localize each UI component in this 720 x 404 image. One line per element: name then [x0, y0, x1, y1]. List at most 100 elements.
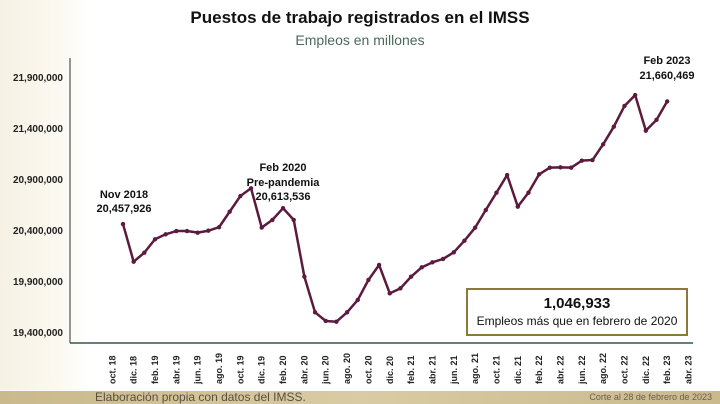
x-tick-label: feb. 19	[150, 355, 160, 384]
x-tick-label: abr. 21	[427, 355, 437, 384]
chart-title: Puestos de trabajo registrados en el IMS…	[190, 8, 530, 27]
x-tick-label: abr. 19	[171, 355, 181, 384]
data-point	[611, 124, 617, 129]
x-tick-label: dic. 18	[129, 356, 139, 384]
x-tick-label: dic. 22	[641, 356, 651, 384]
data-point	[152, 237, 158, 242]
data-point	[515, 204, 520, 209]
data-point	[451, 250, 456, 255]
data-point	[248, 186, 254, 191]
x-tick-label: ago. 20	[342, 353, 352, 384]
data-point	[472, 225, 478, 230]
data-point	[344, 310, 350, 315]
data-point	[654, 117, 659, 123]
data-point	[398, 286, 403, 291]
y-tick-label: 20,400,000	[13, 226, 63, 237]
x-tick-label: oct. 20	[363, 355, 373, 384]
data-point	[174, 228, 179, 234]
data-point	[323, 318, 328, 324]
annotation-nov-2018-label: Nov 2018	[100, 189, 148, 201]
data-point	[408, 274, 414, 279]
data-point	[216, 225, 222, 230]
x-tick-label: jun. 22	[577, 355, 587, 385]
annotation-feb-2023-label: Feb 2023	[643, 55, 690, 67]
x-tick-label: feb. 20	[278, 355, 288, 384]
x-tick-label: abr. 20	[299, 355, 309, 384]
annotation-nov-2018-value: 20,457,926	[96, 203, 151, 215]
data-point	[483, 207, 488, 213]
x-tick-label: feb. 23	[662, 355, 672, 384]
data-point	[504, 172, 510, 178]
y-tick-label: 19,400,000	[13, 328, 63, 339]
data-point	[622, 103, 627, 109]
x-tick-label: oct. 18	[107, 355, 117, 384]
data-point	[376, 262, 382, 268]
data-point	[462, 238, 467, 243]
annotation-feb-2020-label: Feb 2020	[259, 162, 306, 174]
callout-box: 1,046,933 Empleos más que en febrero de …	[466, 288, 688, 336]
annotation-feb-2020-sublabel: Pre-pandemia	[247, 177, 321, 189]
data-point	[355, 297, 360, 303]
y-tick-label: 21,400,000	[13, 124, 63, 135]
x-tick-label: dic. 21	[513, 356, 523, 384]
x-tick-label: jun. 19	[193, 355, 203, 385]
data-point	[131, 259, 136, 264]
annotation-feb-2020-value: 20,613,536	[255, 191, 310, 203]
y-tick-label: 20,900,000	[13, 175, 63, 186]
data-point	[291, 217, 296, 223]
callout-value: 1,046,933	[543, 295, 611, 312]
series-line	[121, 93, 669, 323]
data-point	[440, 256, 446, 262]
data-point	[419, 265, 424, 270]
data-point	[536, 172, 542, 177]
x-tick-label: dic. 19	[257, 356, 267, 384]
x-tick-label: oct. 22	[619, 355, 629, 384]
callout-text: Empleos más que en febrero de 2020	[476, 314, 678, 328]
data-point	[632, 92, 638, 98]
data-point	[430, 260, 435, 265]
data-point	[142, 250, 147, 255]
watermark-background	[0, 0, 90, 390]
x-tick-label: jun. 21	[449, 355, 459, 385]
y-tick-label: 19,900,000	[13, 277, 63, 288]
data-point	[163, 232, 168, 237]
data-point	[206, 228, 211, 233]
data-point	[547, 165, 552, 170]
annotation-feb-2023-value: 21,660,469	[639, 70, 694, 82]
x-tick-label: ago. 19	[214, 353, 224, 384]
data-point	[302, 274, 307, 279]
data-point	[270, 217, 275, 223]
data-point	[227, 209, 232, 214]
x-tick-label: ago. 22	[598, 353, 608, 384]
x-tick-label: oct. 19	[235, 355, 245, 384]
data-point	[643, 128, 649, 133]
data-point	[195, 230, 200, 235]
data-point	[312, 310, 318, 315]
data-point	[334, 319, 339, 324]
y-tick-label: 21,900,000	[13, 73, 63, 84]
data-point	[664, 99, 670, 104]
data-point	[120, 221, 126, 227]
source-note: Elaboración propia con datos del IMSS.	[95, 390, 306, 404]
data-point	[259, 225, 264, 230]
x-tick-label: ago. 21	[470, 353, 480, 384]
data-point	[280, 206, 286, 211]
data-point	[590, 157, 595, 163]
x-tick-label: abr. 22	[555, 355, 565, 384]
data-point	[494, 190, 499, 195]
x-tick-label: oct. 21	[491, 355, 501, 384]
data-point	[184, 228, 190, 234]
data-point	[526, 190, 531, 195]
data-point	[579, 158, 585, 163]
data-point	[600, 142, 606, 147]
x-tick-label: feb. 22	[534, 355, 544, 384]
x-tick-label: dic. 20	[385, 356, 395, 384]
x-tick-label: abr. 23	[684, 355, 694, 384]
data-point	[238, 193, 243, 199]
cutoff-date: Corte al 28 de febrero de 2023	[589, 392, 712, 402]
data-point	[558, 165, 563, 170]
chart-subtitle: Empleos en millones	[295, 32, 425, 48]
data-point	[366, 277, 371, 283]
footer-bar: Elaboración propia con datos del IMSS. C…	[0, 390, 720, 404]
